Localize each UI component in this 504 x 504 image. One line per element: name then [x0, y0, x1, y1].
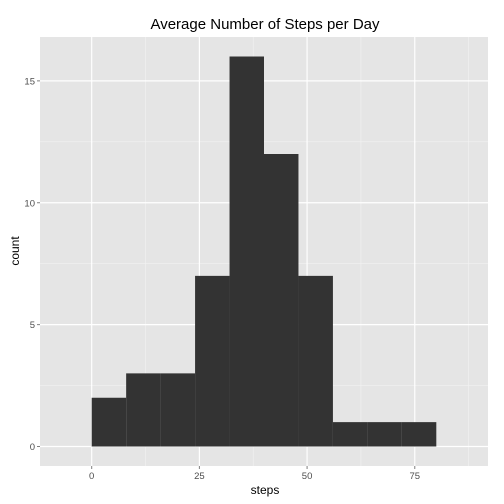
chart-title: Average Number of Steps per Day: [150, 16, 380, 33]
histogram-bar: [264, 154, 299, 447]
y-tick-label: 15: [24, 76, 35, 87]
x-tick-label: 50: [302, 471, 313, 482]
histogram-bar: [229, 56, 264, 447]
y-axis-ticks: 0 5 10 15: [24, 76, 40, 453]
x-axis-ticks: 0 25 50 75: [89, 466, 420, 482]
histogram-bar: [91, 397, 127, 447]
histogram-bar: [401, 422, 437, 447]
histogram-bar: [367, 422, 402, 447]
histogram-bar: [298, 275, 333, 447]
y-axis-title: count: [8, 236, 22, 266]
histogram-bar: [126, 373, 161, 447]
histogram-bar: [332, 422, 368, 447]
histogram-bar: [195, 275, 230, 447]
x-tick-label: 25: [194, 471, 205, 482]
y-tick-label: 10: [24, 198, 35, 209]
histogram-bar: [160, 373, 196, 447]
x-tick-label: 75: [409, 471, 420, 482]
y-tick-label: 5: [30, 320, 35, 331]
y-tick-label: 0: [30, 442, 35, 453]
histogram-bars: [91, 56, 437, 447]
x-axis-title: steps: [251, 483, 280, 497]
x-tick-label: 0: [89, 471, 94, 482]
